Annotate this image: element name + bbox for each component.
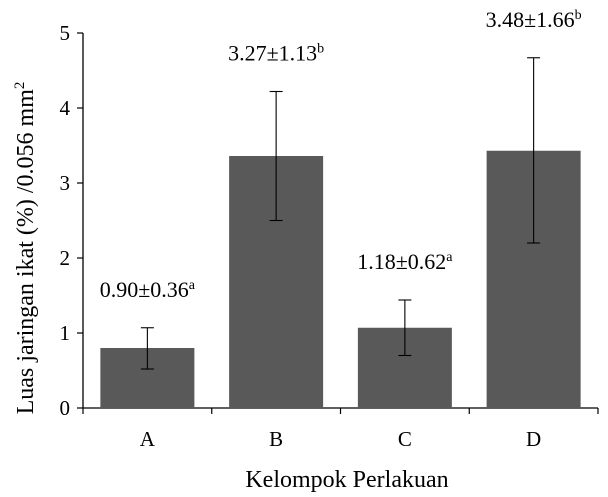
- y-axis-title-superscript: 2: [12, 82, 28, 90]
- y-axis-title-main: Luas jaringan ikat (%) /0.056 mm: [13, 89, 39, 415]
- x-axis-title: Kelompok Perlakuan: [245, 467, 448, 493]
- error-bars: [140, 57, 541, 370]
- data-label-C: 1.18±0.62a: [357, 249, 453, 274]
- data-label-D: 3.48±1.66b: [486, 7, 582, 32]
- error-bar-C: [398, 299, 412, 357]
- x-tick-label-D: D: [526, 427, 541, 451]
- error-bar-A: [140, 327, 154, 370]
- x-tick-label-B: B: [269, 427, 283, 451]
- y-tick-label: 3: [60, 171, 71, 195]
- x-tick-label-A: A: [140, 427, 156, 451]
- bar-labels: 0.90±0.36a 3.27±1.13b 1.18±0.62a 3.48±1.66b: [100, 7, 582, 302]
- y-tick-label: 2: [60, 246, 71, 270]
- y-tick-label: 5: [60, 21, 71, 45]
- x-tick-labels: A B C D: [140, 427, 541, 451]
- y-tick-label: 0: [60, 396, 71, 420]
- data-label-A: 0.90±0.36a: [100, 277, 196, 302]
- x-tick-label-C: C: [398, 427, 412, 451]
- y-tick-label: 4: [60, 96, 71, 120]
- data-label-B: 3.27±1.13b: [228, 41, 324, 66]
- error-bar-D: [527, 57, 541, 244]
- y-axis-title: Luas jaringan ikat (%) /0.056 mm2: [12, 82, 39, 415]
- error-bar-B: [269, 90, 283, 222]
- y-tick-label: 1: [60, 321, 71, 345]
- y-tick-labels: 0 1 2 3 4 5: [60, 21, 71, 420]
